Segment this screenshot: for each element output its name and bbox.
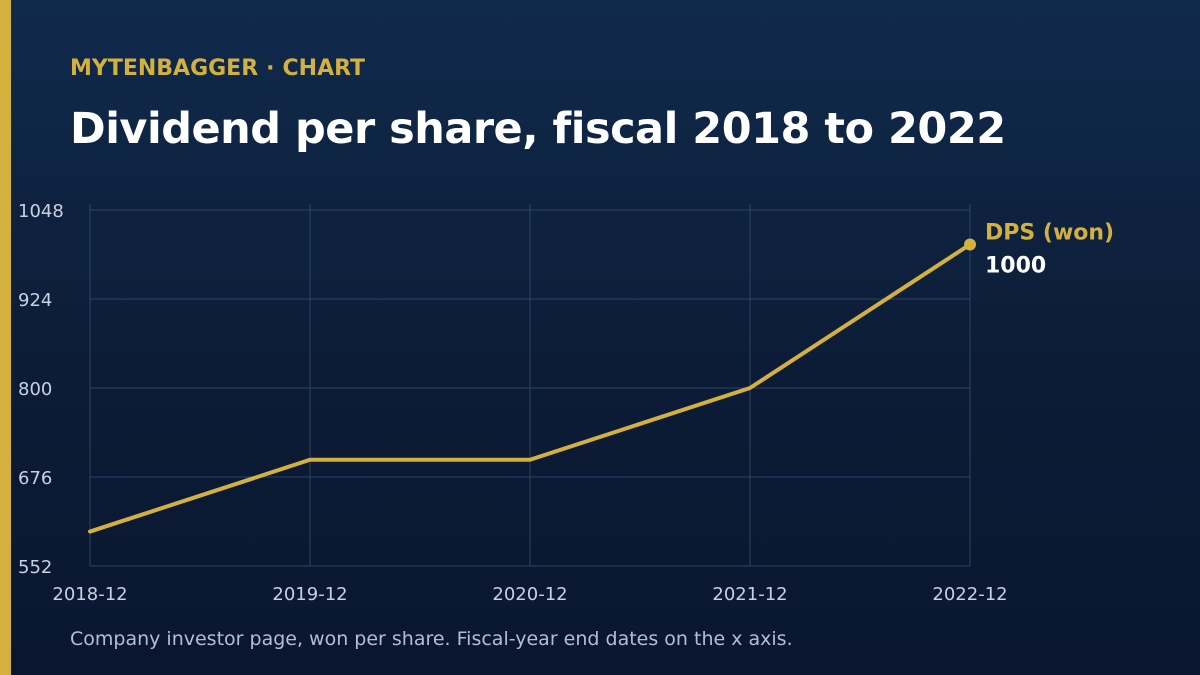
y-tick-label: 552 — [18, 557, 52, 578]
chart-footnote: Company investor page, won per share. Fi… — [70, 628, 793, 650]
end-value-label: 1000 — [985, 253, 1046, 278]
x-tick-label: 2021-12 — [712, 584, 787, 605]
x-tick-label: 2018-12 — [52, 584, 127, 605]
y-tick-label: 924 — [18, 290, 52, 311]
x-tick-label: 2020-12 — [492, 584, 567, 605]
y-tick-label: 800 — [18, 379, 52, 400]
series-end-point — [964, 238, 976, 251]
section-label: CHART — [282, 56, 366, 81]
series-line — [88, 242, 972, 534]
header-kicker: MYTENBAGGER · CHART — [70, 56, 365, 81]
chart-title: Dividend per share, fiscal 2018 to 2022 — [70, 104, 1006, 154]
kicker-separator: · — [266, 56, 275, 81]
x-tick-label: 2019-12 — [272, 584, 347, 605]
x-tick-label: 2022-12 — [932, 584, 1007, 605]
y-tick-label: 676 — [18, 468, 52, 489]
y-tick-label: 1048 — [18, 201, 64, 222]
accent-bar — [0, 0, 11, 675]
brand-name: MYTENBAGGER — [70, 56, 259, 81]
series-label: DPS (won) — [985, 220, 1114, 245]
